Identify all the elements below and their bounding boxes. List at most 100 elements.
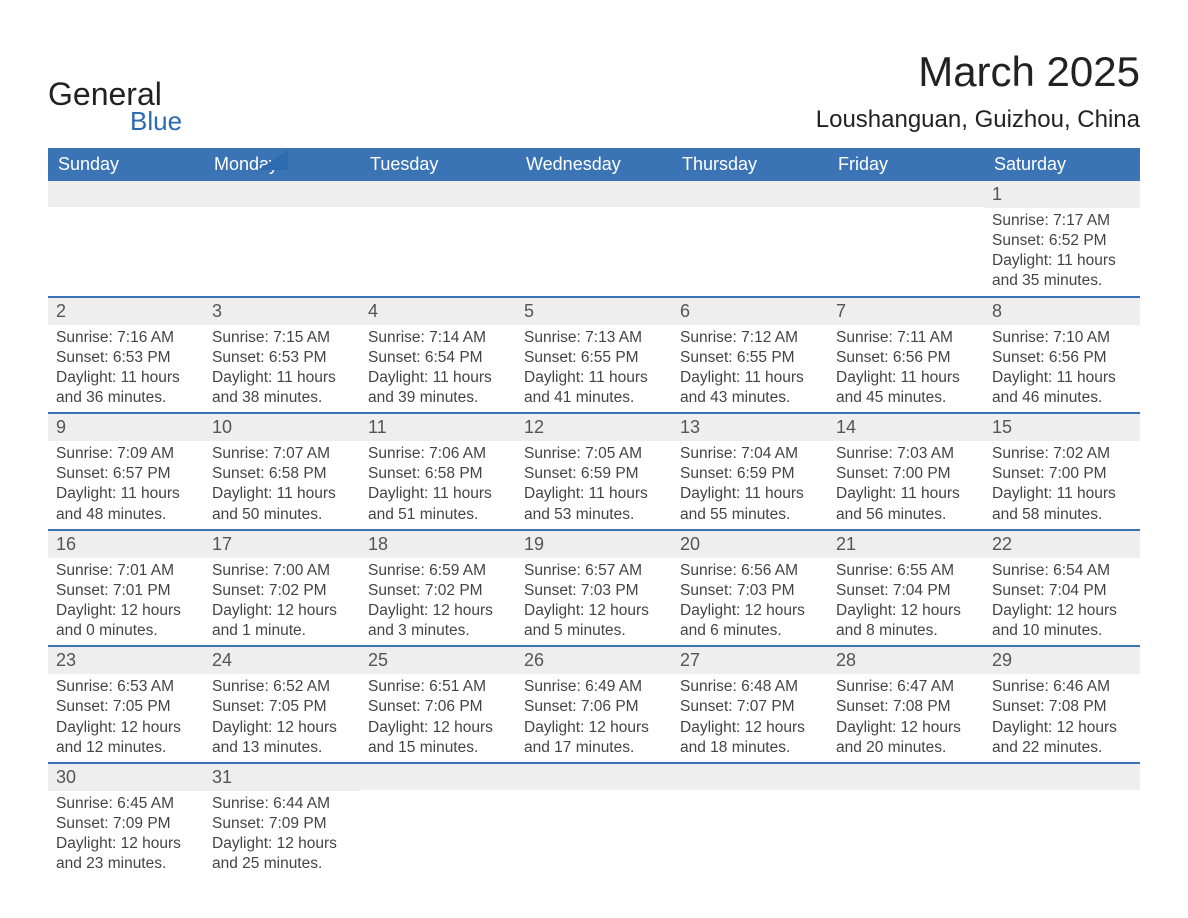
sunrise-line: Sunrise: 6:44 AM bbox=[212, 794, 352, 814]
day-number: 31 bbox=[204, 764, 360, 791]
calendar-cell: 19Sunrise: 6:57 AMSunset: 7:03 PMDayligh… bbox=[516, 530, 672, 647]
day-details: Sunrise: 7:03 AMSunset: 7:00 PMDaylight:… bbox=[828, 441, 984, 529]
calendar-cell bbox=[984, 763, 1140, 879]
calendar-cell bbox=[828, 763, 984, 879]
calendar-cell: 2Sunrise: 7:16 AMSunset: 6:53 PMDaylight… bbox=[48, 297, 204, 414]
day-number bbox=[672, 764, 828, 790]
day-details: Sunrise: 6:45 AMSunset: 7:09 PMDaylight:… bbox=[48, 791, 204, 879]
day-details: Sunrise: 6:47 AMSunset: 7:08 PMDaylight:… bbox=[828, 674, 984, 762]
day-details: Sunrise: 7:16 AMSunset: 6:53 PMDaylight:… bbox=[48, 325, 204, 413]
day-details: Sunrise: 6:44 AMSunset: 7:09 PMDaylight:… bbox=[204, 791, 360, 879]
day-number: 25 bbox=[360, 647, 516, 674]
day-details: Sunrise: 7:14 AMSunset: 6:54 PMDaylight:… bbox=[360, 325, 516, 413]
day-details bbox=[672, 207, 828, 287]
sunset-line: Sunset: 7:08 PM bbox=[836, 697, 976, 717]
day-details: Sunrise: 7:04 AMSunset: 6:59 PMDaylight:… bbox=[672, 441, 828, 529]
calendar-cell: 15Sunrise: 7:02 AMSunset: 7:00 PMDayligh… bbox=[984, 413, 1140, 530]
daylight-line: Daylight: 12 hours and 1 minute. bbox=[212, 601, 352, 641]
day-details: Sunrise: 7:01 AMSunset: 7:01 PMDaylight:… bbox=[48, 558, 204, 646]
daylight-line: Daylight: 12 hours and 6 minutes. bbox=[680, 601, 820, 641]
sunset-line: Sunset: 7:08 PM bbox=[992, 697, 1132, 717]
daylight-line: Daylight: 12 hours and 23 minutes. bbox=[56, 834, 196, 874]
daylight-line: Daylight: 12 hours and 15 minutes. bbox=[368, 718, 508, 758]
sunset-line: Sunset: 7:05 PM bbox=[212, 697, 352, 717]
calendar-cell bbox=[672, 763, 828, 879]
sunset-line: Sunset: 7:03 PM bbox=[524, 581, 664, 601]
sunset-line: Sunset: 6:57 PM bbox=[56, 464, 196, 484]
sunset-line: Sunset: 6:56 PM bbox=[836, 348, 976, 368]
day-number bbox=[828, 181, 984, 207]
day-details: Sunrise: 7:09 AMSunset: 6:57 PMDaylight:… bbox=[48, 441, 204, 529]
daylight-line: Daylight: 12 hours and 10 minutes. bbox=[992, 601, 1132, 641]
calendar-weekday-header: SundayMondayTuesdayWednesdayThursdayFrid… bbox=[48, 148, 1140, 181]
daylight-line: Daylight: 11 hours and 43 minutes. bbox=[680, 368, 820, 408]
brand-word1: General bbox=[48, 76, 162, 112]
sunset-line: Sunset: 7:04 PM bbox=[836, 581, 976, 601]
calendar-page: General Blue March 2025 Loushanguan, Gui… bbox=[0, 0, 1188, 908]
day-details: Sunrise: 7:13 AMSunset: 6:55 PMDaylight:… bbox=[516, 325, 672, 413]
daylight-line: Daylight: 11 hours and 58 minutes. bbox=[992, 484, 1132, 524]
calendar-row: 16Sunrise: 7:01 AMSunset: 7:01 PMDayligh… bbox=[48, 530, 1140, 647]
daylight-line: Daylight: 12 hours and 5 minutes. bbox=[524, 601, 664, 641]
day-number: 20 bbox=[672, 531, 828, 558]
header: General Blue March 2025 Loushanguan, Gui… bbox=[48, 48, 1140, 134]
daylight-line: Daylight: 12 hours and 13 minutes. bbox=[212, 718, 352, 758]
day-details: Sunrise: 6:55 AMSunset: 7:04 PMDaylight:… bbox=[828, 558, 984, 646]
calendar-cell: 25Sunrise: 6:51 AMSunset: 7:06 PMDayligh… bbox=[360, 646, 516, 763]
day-details bbox=[360, 790, 516, 870]
day-details: Sunrise: 6:57 AMSunset: 7:03 PMDaylight:… bbox=[516, 558, 672, 646]
calendar-cell: 12Sunrise: 7:05 AMSunset: 6:59 PMDayligh… bbox=[516, 413, 672, 530]
day-details bbox=[48, 207, 204, 287]
sunset-line: Sunset: 6:55 PM bbox=[524, 348, 664, 368]
page-subtitle: Loushanguan, Guizhou, China bbox=[816, 106, 1140, 134]
sunrise-line: Sunrise: 7:00 AM bbox=[212, 561, 352, 581]
day-details: Sunrise: 6:56 AMSunset: 7:03 PMDaylight:… bbox=[672, 558, 828, 646]
calendar-cell: 9Sunrise: 7:09 AMSunset: 6:57 PMDaylight… bbox=[48, 413, 204, 530]
weekday-header: Wednesday bbox=[516, 148, 672, 181]
day-number: 24 bbox=[204, 647, 360, 674]
calendar-cell: 28Sunrise: 6:47 AMSunset: 7:08 PMDayligh… bbox=[828, 646, 984, 763]
sunset-line: Sunset: 7:06 PM bbox=[368, 697, 508, 717]
daylight-line: Daylight: 11 hours and 50 minutes. bbox=[212, 484, 352, 524]
sunrise-line: Sunrise: 7:05 AM bbox=[524, 444, 664, 464]
sunrise-line: Sunrise: 7:03 AM bbox=[836, 444, 976, 464]
calendar-row: 1Sunrise: 7:17 AMSunset: 6:52 PMDaylight… bbox=[48, 181, 1140, 297]
day-number: 29 bbox=[984, 647, 1140, 674]
sunrise-line: Sunrise: 6:46 AM bbox=[992, 677, 1132, 697]
calendar-cell: 6Sunrise: 7:12 AMSunset: 6:55 PMDaylight… bbox=[672, 297, 828, 414]
sunset-line: Sunset: 6:52 PM bbox=[992, 231, 1132, 251]
day-number: 15 bbox=[984, 414, 1140, 441]
calendar-cell: 13Sunrise: 7:04 AMSunset: 6:59 PMDayligh… bbox=[672, 413, 828, 530]
day-details: Sunrise: 6:51 AMSunset: 7:06 PMDaylight:… bbox=[360, 674, 516, 762]
daylight-line: Daylight: 11 hours and 39 minutes. bbox=[368, 368, 508, 408]
sunrise-line: Sunrise: 7:16 AM bbox=[56, 328, 196, 348]
day-details: Sunrise: 7:17 AMSunset: 6:52 PMDaylight:… bbox=[984, 208, 1140, 296]
day-number: 1 bbox=[984, 181, 1140, 208]
day-number bbox=[984, 764, 1140, 790]
sunset-line: Sunset: 7:09 PM bbox=[212, 814, 352, 834]
day-details bbox=[828, 790, 984, 870]
day-number: 6 bbox=[672, 298, 828, 325]
sunset-line: Sunset: 7:03 PM bbox=[680, 581, 820, 601]
sunset-line: Sunset: 7:04 PM bbox=[992, 581, 1132, 601]
calendar-cell: 8Sunrise: 7:10 AMSunset: 6:56 PMDaylight… bbox=[984, 297, 1140, 414]
sunrise-line: Sunrise: 7:01 AM bbox=[56, 561, 196, 581]
day-details: Sunrise: 7:07 AMSunset: 6:58 PMDaylight:… bbox=[204, 441, 360, 529]
daylight-line: Daylight: 12 hours and 17 minutes. bbox=[524, 718, 664, 758]
day-number: 26 bbox=[516, 647, 672, 674]
day-number: 27 bbox=[672, 647, 828, 674]
daylight-line: Daylight: 12 hours and 0 minutes. bbox=[56, 601, 196, 641]
day-number bbox=[360, 181, 516, 207]
calendar-cell bbox=[516, 181, 672, 297]
sunrise-line: Sunrise: 7:15 AM bbox=[212, 328, 352, 348]
day-details: Sunrise: 6:52 AMSunset: 7:05 PMDaylight:… bbox=[204, 674, 360, 762]
sunset-line: Sunset: 6:53 PM bbox=[212, 348, 352, 368]
day-number: 30 bbox=[48, 764, 204, 791]
calendar-cell: 4Sunrise: 7:14 AMSunset: 6:54 PMDaylight… bbox=[360, 297, 516, 414]
daylight-line: Daylight: 12 hours and 12 minutes. bbox=[56, 718, 196, 758]
day-number: 21 bbox=[828, 531, 984, 558]
sunset-line: Sunset: 7:01 PM bbox=[56, 581, 196, 601]
calendar-cell: 23Sunrise: 6:53 AMSunset: 7:05 PMDayligh… bbox=[48, 646, 204, 763]
daylight-line: Daylight: 12 hours and 3 minutes. bbox=[368, 601, 508, 641]
day-details: Sunrise: 6:54 AMSunset: 7:04 PMDaylight:… bbox=[984, 558, 1140, 646]
